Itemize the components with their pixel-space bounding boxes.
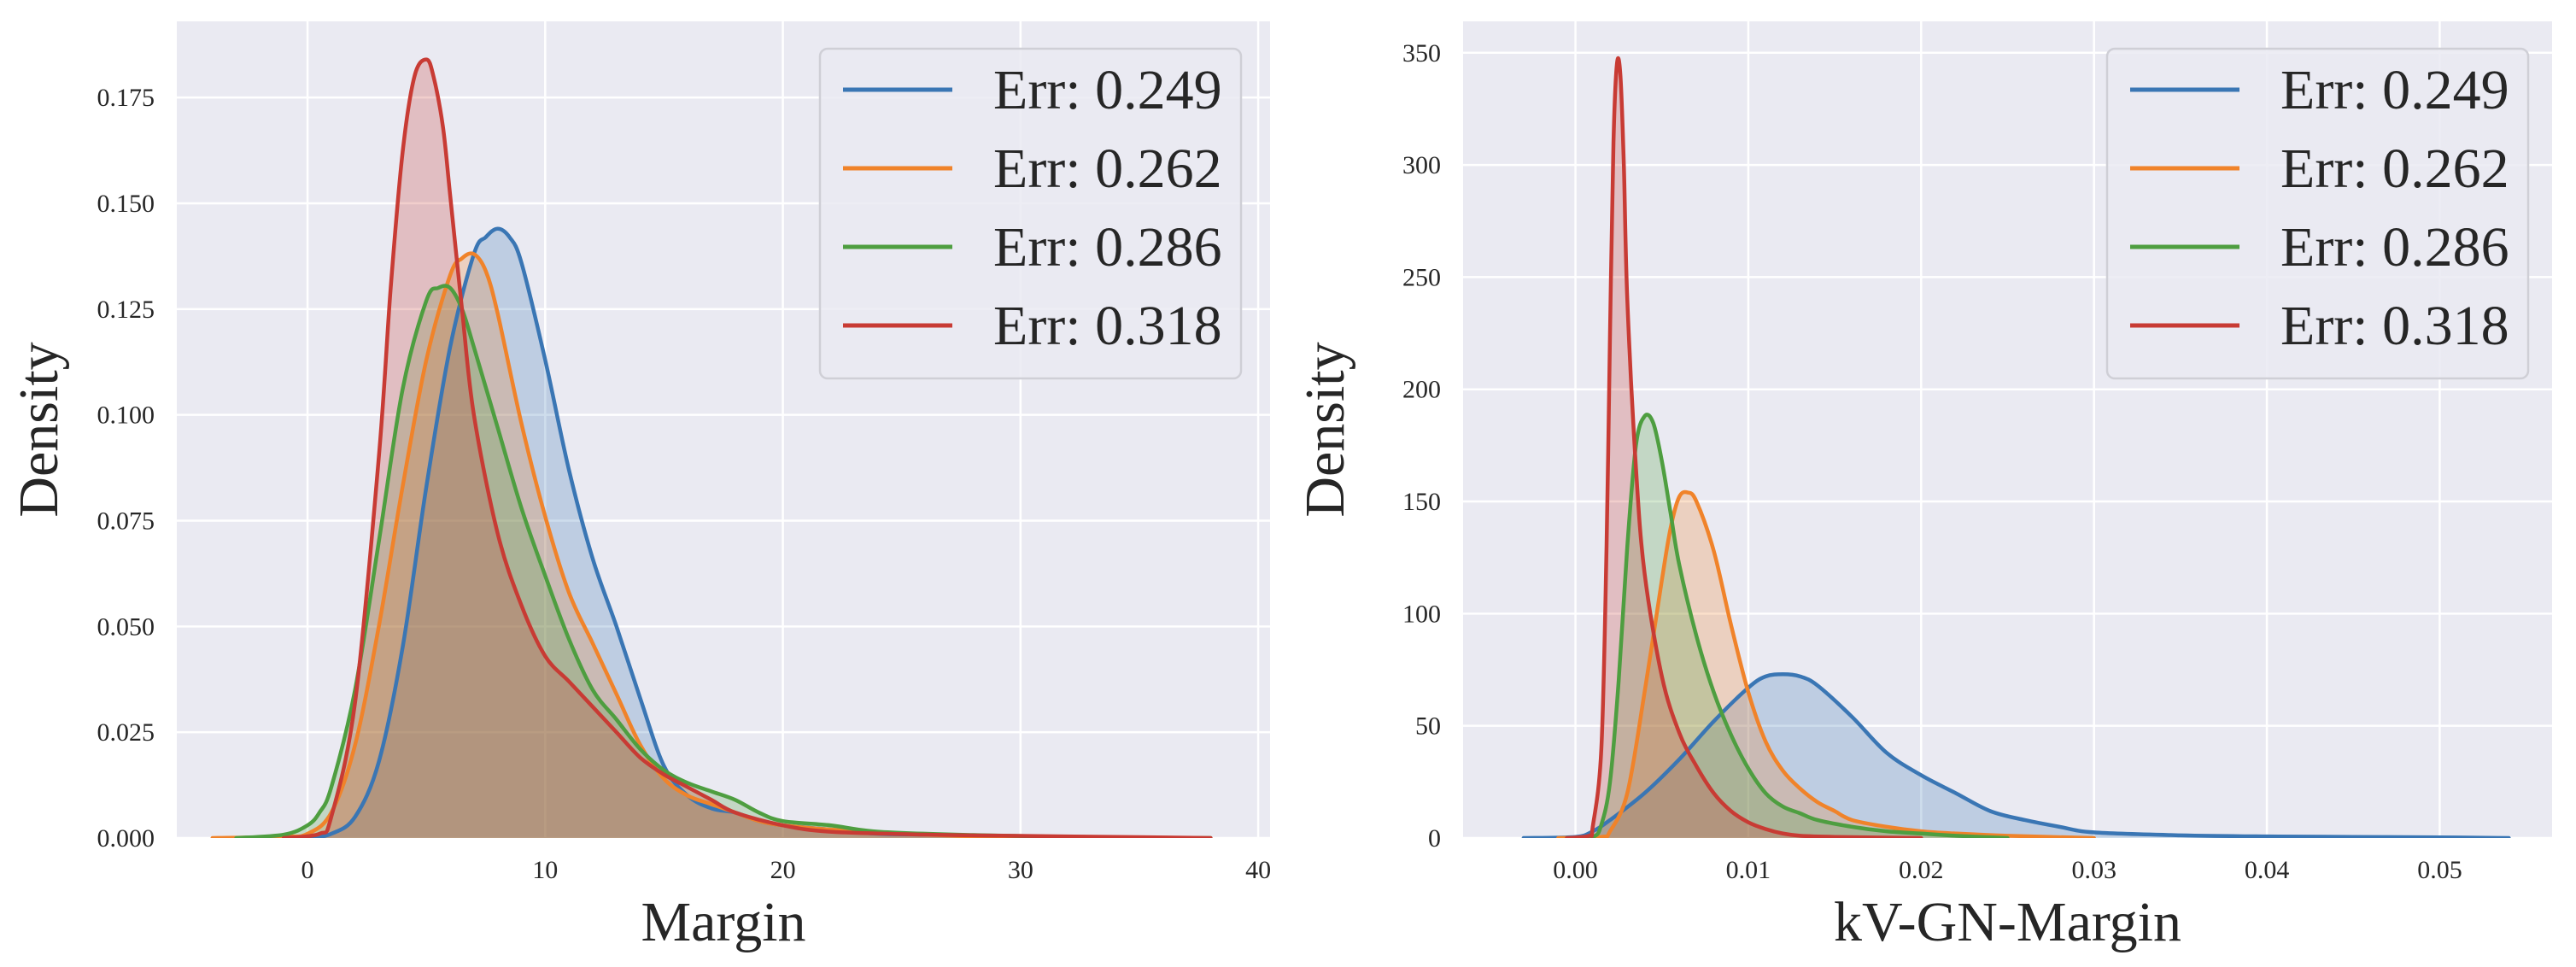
legend-item: Err: 0.318 bbox=[2130, 295, 2509, 357]
legend: Err: 0.249 Err: 0.262 Err: 0.286 Err: 0.318 bbox=[818, 47, 1243, 380]
y-tick-label: 0.050 bbox=[97, 612, 155, 641]
legend-item: Err: 0.286 bbox=[843, 216, 1222, 278]
y-tick-label: 0.175 bbox=[97, 84, 155, 112]
series-line bbox=[1565, 56, 1923, 838]
y-tick-label: 150 bbox=[1402, 488, 1441, 516]
series-group bbox=[210, 57, 1213, 838]
y-tick-label: 0.100 bbox=[97, 401, 155, 430]
y-tick-label: 50 bbox=[1415, 712, 1441, 741]
legend-label: Err: 0.286 bbox=[2280, 216, 2509, 278]
x-tick-label: 0.00 bbox=[1553, 856, 1598, 884]
legend-label: Err: 0.262 bbox=[993, 138, 1222, 200]
y-tick-label: 0.000 bbox=[97, 824, 155, 853]
legend: Err: 0.249 Err: 0.262 Err: 0.286 Err: 0.318 bbox=[2105, 47, 2530, 380]
y-axis-title: Density bbox=[8, 342, 70, 517]
right-density-plot: 0.00 0.01 0.02 0.03 0.04 0.05 0 50 100 150 200 250 3… bbox=[1294, 21, 2552, 953]
legend-box bbox=[2105, 47, 2530, 380]
x-tick-label: 0.02 bbox=[1899, 856, 1944, 884]
x-tick-label: 40 bbox=[1245, 856, 1271, 884]
y-tick-label: 0.125 bbox=[97, 296, 155, 324]
legend-item: Err: 0.249 bbox=[843, 59, 1222, 121]
series-fill bbox=[212, 253, 1021, 838]
x-axis-title: Margin bbox=[641, 891, 805, 953]
y-tick-label: 300 bbox=[1402, 151, 1441, 179]
legend-label: Err: 0.262 bbox=[2280, 138, 2509, 200]
y-tick-label: 0.075 bbox=[97, 507, 155, 535]
legend-label: Err: 0.249 bbox=[993, 59, 1222, 121]
x-tick-label: 0.01 bbox=[1726, 856, 1771, 884]
y-tick-label: 0.025 bbox=[97, 718, 155, 747]
series-line bbox=[281, 57, 1213, 838]
legend-box bbox=[818, 47, 1243, 380]
y-tick-label: 200 bbox=[1402, 376, 1441, 404]
series-line bbox=[1565, 413, 2010, 838]
legend-item: Err: 0.286 bbox=[2130, 216, 2509, 278]
y-axis-title: Density bbox=[1294, 342, 1356, 517]
legend-label: Err: 0.318 bbox=[993, 295, 1222, 357]
legend-item: Err: 0.249 bbox=[2130, 59, 2509, 121]
x-tick-label: 10 bbox=[532, 856, 558, 884]
x-tick-label: 0 bbox=[302, 856, 314, 884]
x-tick-label: 0.05 bbox=[2417, 856, 2462, 884]
legend-item: Err: 0.262 bbox=[2130, 138, 2509, 200]
series-fill bbox=[284, 59, 1211, 838]
x-tick-label: 0.04 bbox=[2245, 856, 2290, 884]
legend-label: Err: 0.286 bbox=[993, 216, 1222, 278]
left-density-plot: 0 10 20 30 40 0.000 0.025 0.050 0.075 0.100 0.125 0… bbox=[8, 21, 1271, 953]
y-tick-label: 0 bbox=[1428, 824, 1441, 853]
x-tick-label: 30 bbox=[1008, 856, 1033, 884]
legend-item: Err: 0.262 bbox=[843, 138, 1222, 200]
series-fill bbox=[1558, 491, 2094, 838]
series-group bbox=[1521, 56, 2511, 838]
legend-label: Err: 0.318 bbox=[2280, 295, 2509, 357]
x-tick-label: 0.03 bbox=[2071, 856, 2116, 884]
y-tick-label: 350 bbox=[1402, 39, 1441, 67]
series-line bbox=[1521, 672, 2511, 838]
series-fill bbox=[284, 228, 1163, 838]
y-tick-label: 0.150 bbox=[97, 190, 155, 218]
x-axis-title: kV-GN-Margin bbox=[1834, 891, 2181, 953]
x-tick-label: 20 bbox=[770, 856, 796, 884]
legend-item: Err: 0.318 bbox=[843, 295, 1222, 357]
y-tick-label: 250 bbox=[1402, 263, 1441, 291]
series-fill bbox=[236, 285, 1211, 838]
legend-label: Err: 0.249 bbox=[2280, 59, 2509, 121]
series-line bbox=[1556, 489, 2096, 838]
y-tick-label: 100 bbox=[1402, 600, 1441, 628]
